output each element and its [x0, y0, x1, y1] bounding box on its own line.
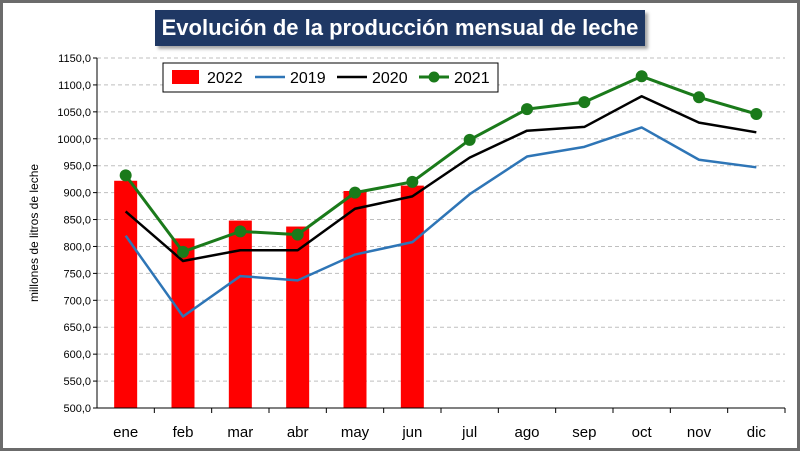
- x-tick-label: nov: [687, 424, 712, 441]
- bar-2022-abr: [286, 226, 310, 408]
- y-tick-label: 800,0: [63, 241, 91, 253]
- bar-2022-feb: [171, 238, 195, 408]
- x-tick-label: abr: [287, 424, 309, 441]
- y-tick-label: 550,0: [63, 376, 91, 388]
- y-tick-label: 900,0: [63, 188, 91, 200]
- x-tick-label: ene: [113, 424, 138, 441]
- marker-2021-abr: [291, 228, 304, 241]
- x-tick-label: ago: [514, 424, 539, 441]
- bar-series: [114, 180, 424, 408]
- y-tick-label: 1000,0: [57, 134, 91, 146]
- line-series: [124, 74, 757, 318]
- bar-2022-ene: [114, 180, 138, 408]
- marker-2021-oct: [635, 70, 648, 83]
- marker-2021-mar: [234, 225, 247, 238]
- x-tick-label: oct: [632, 424, 653, 441]
- line-markers: [119, 70, 763, 258]
- y-tick-label: 1050,0: [57, 107, 91, 119]
- legend-label-2021: 2021: [454, 70, 490, 87]
- x-tick-label: mar: [227, 424, 253, 441]
- y-axis-ticks: 500,0 550,0 600,0 650,0 700,0 750,0 800,0 850,0…: [57, 53, 97, 415]
- marker-2021-feb: [177, 245, 189, 258]
- y-tick-label: 500,0: [63, 403, 91, 415]
- marker-2021-nov: [693, 91, 705, 104]
- legend-swatch-2022: [172, 70, 199, 84]
- legend-label-2019: 2019: [290, 70, 326, 87]
- bar-2022-may: [343, 191, 367, 408]
- marker-2021-jul: [463, 133, 476, 146]
- x-tick-label: feb: [173, 424, 194, 441]
- marker-2021-ago: [521, 103, 533, 116]
- legend-label-2020: 2020: [372, 70, 408, 87]
- chart-title: Evolución de la producción mensual de le…: [155, 10, 645, 46]
- y-tick-label: 600,0: [63, 349, 91, 361]
- x-axis-ticks: ene feb mar abr may jun jul ago sep oct nov dic: [113, 408, 786, 441]
- x-tick-label: sep: [572, 424, 596, 441]
- x-tick-label: jul: [461, 424, 477, 441]
- y-tick-label: 1150,0: [58, 53, 91, 65]
- marker-2021-jun: [406, 175, 419, 188]
- bar-2022-jun: [400, 185, 424, 408]
- line-series-2020: [124, 94, 757, 263]
- y-tick-label: 950,0: [63, 161, 91, 173]
- y-tick-label: 700,0: [63, 295, 91, 307]
- legend: 2022 2019 2020 2021: [162, 62, 499, 93]
- y-tick-label: 750,0: [63, 268, 91, 280]
- legend-marker-2021: [428, 71, 440, 83]
- gridlines: [97, 57, 785, 382]
- y-tick-label: 850,0: [63, 215, 91, 227]
- x-tick-label: dic: [747, 424, 767, 441]
- marker-2021-dic: [750, 108, 763, 120]
- bar-2022-mar: [228, 220, 252, 408]
- line-series-2019: [124, 126, 757, 318]
- marker-2021-sep: [578, 96, 591, 109]
- y-axis-label: millones de litros de leche: [27, 164, 41, 302]
- y-tick-label: 650,0: [63, 322, 91, 334]
- marker-2021-ene: [119, 169, 132, 182]
- x-tick-label: jun: [401, 424, 422, 441]
- x-tick-label: may: [341, 424, 370, 441]
- legend-label-2022: 2022: [207, 70, 243, 87]
- marker-2021-may: [349, 186, 361, 199]
- line-series-2021: [124, 74, 757, 254]
- chart-title-text: Evolución de la producción mensual de le…: [161, 15, 639, 40]
- y-tick-label: 1100,0: [58, 80, 91, 92]
